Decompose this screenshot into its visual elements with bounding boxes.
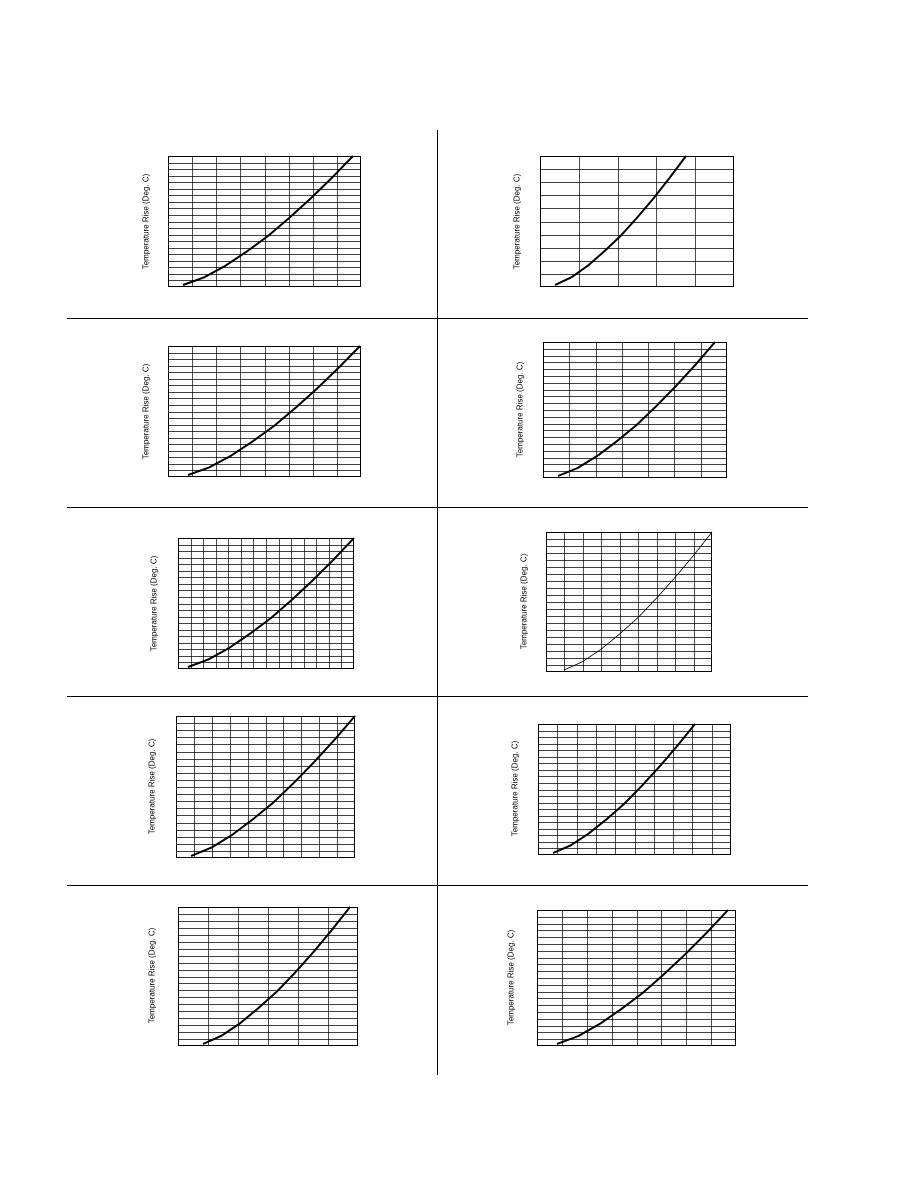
series-line — [552, 723, 696, 854]
plot-frame — [540, 156, 734, 287]
chart-plot — [168, 155, 361, 287]
y-axis-label: Temperature Rise (Deg. C) — [141, 173, 151, 270]
plot-frame — [537, 910, 736, 1046]
vertical-divider — [437, 130, 438, 1075]
series-line — [182, 155, 354, 286]
plot-frame — [168, 346, 361, 477]
chart-plot — [546, 531, 713, 672]
y-axis-label: Temperature Rise (Deg. C) — [512, 173, 522, 270]
series-line — [557, 341, 716, 477]
series-line — [190, 715, 356, 857]
chart-plot — [168, 345, 361, 477]
plot-frame — [168, 156, 361, 287]
plot-frame — [178, 538, 354, 669]
plot-frame — [178, 907, 358, 1046]
y-axis-label: Temperature Rise (Deg. C) — [506, 929, 516, 1026]
horizontal-divider — [67, 318, 808, 319]
chart-plot — [538, 723, 731, 855]
series-line — [556, 909, 729, 1045]
chart-plot — [178, 537, 355, 669]
series-line — [187, 345, 361, 476]
chart-plot — [176, 715, 356, 858]
chart-plot — [543, 341, 727, 478]
plot-frame — [546, 532, 712, 672]
y-axis-label: Temperature Rise (Deg. C) — [519, 553, 529, 650]
y-axis-label: Temperature Rise (Deg. C) — [515, 361, 525, 458]
y-axis-label: Temperature Rise (Deg. C) — [141, 363, 151, 460]
series-line — [554, 155, 687, 286]
plot-frame — [543, 342, 727, 478]
chart-plot — [537, 909, 736, 1046]
horizontal-divider — [67, 507, 808, 508]
chart-plot — [540, 155, 734, 287]
plot-frame — [176, 716, 355, 858]
series-line — [563, 531, 713, 671]
chart-plot — [178, 906, 358, 1046]
y-axis-label: Temperature Rise (Deg. C) — [510, 740, 520, 837]
y-axis-label: Temperature Rise (Deg. C) — [149, 555, 159, 652]
horizontal-divider — [67, 885, 808, 886]
series-line — [187, 537, 355, 668]
y-axis-label: Temperature Rise (Deg. C) — [147, 738, 157, 835]
y-axis-label: Temperature Rise (Deg. C) — [147, 927, 157, 1024]
plot-frame — [538, 724, 731, 855]
series-line — [202, 906, 351, 1045]
horizontal-divider — [67, 696, 808, 697]
